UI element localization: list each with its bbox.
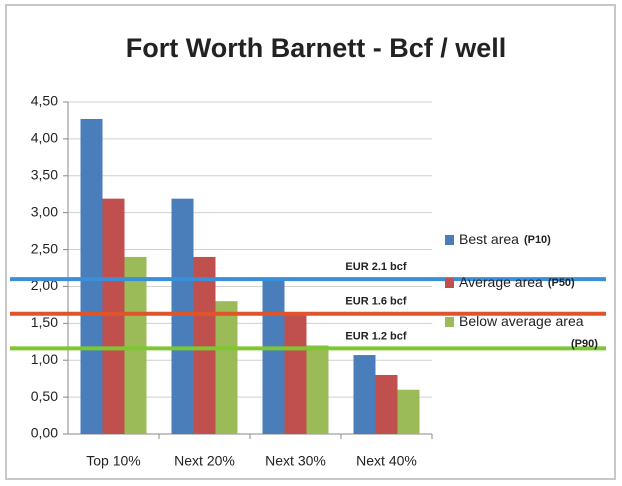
bar bbox=[397, 389, 420, 434]
legend-swatch bbox=[445, 235, 454, 245]
bar bbox=[306, 345, 329, 434]
bar bbox=[171, 198, 194, 434]
x-tick-label: Next 40% bbox=[356, 453, 417, 469]
legend-swatch bbox=[445, 278, 454, 288]
y-tick-label: 1,50 bbox=[31, 314, 58, 330]
legend-label: Best area (P10) bbox=[459, 231, 551, 247]
legend-label: Below average area (P90) bbox=[459, 313, 598, 350]
reference-label: EUR 1.2 bcf bbox=[345, 330, 406, 342]
legend-label: Average area (P50) bbox=[459, 274, 575, 290]
y-tick-label: 0,50 bbox=[31, 388, 58, 404]
x-tick-label: Top 10% bbox=[86, 453, 140, 469]
reference-label: EUR 1.6 bcf bbox=[345, 296, 406, 308]
y-tick-label: 4,00 bbox=[31, 130, 58, 146]
y-tick-label: 3,50 bbox=[31, 166, 58, 182]
bar bbox=[284, 312, 307, 434]
legend-tag: (P90) bbox=[571, 338, 598, 350]
legend-name: Average area bbox=[459, 274, 543, 290]
legend-name: Below average area bbox=[459, 313, 584, 329]
bar bbox=[124, 256, 147, 434]
bar bbox=[80, 118, 103, 435]
y-tick-label: 2,50 bbox=[31, 240, 58, 256]
y-tick-label: 0,00 bbox=[31, 425, 58, 441]
legend-swatch bbox=[445, 317, 454, 327]
y-tick-label: 3,00 bbox=[31, 203, 58, 219]
bar bbox=[193, 256, 216, 434]
bar bbox=[215, 301, 238, 434]
legend-name: Best area bbox=[459, 231, 519, 247]
x-tick-label: Next 30% bbox=[265, 453, 326, 469]
y-tick-label: 1,00 bbox=[31, 351, 58, 367]
bar bbox=[262, 277, 285, 434]
legend-tag: (P50) bbox=[548, 277, 575, 289]
legend-tag: (P10) bbox=[524, 234, 551, 246]
chart-title: Fort Worth Barnett - Bcf / well bbox=[126, 33, 507, 63]
x-tick-label: Next 20% bbox=[174, 453, 235, 469]
y-tick-label: 2,00 bbox=[31, 277, 58, 293]
bar bbox=[375, 374, 398, 434]
y-tick-label: 4,50 bbox=[31, 93, 58, 109]
reference-label: EUR 2.1 bcf bbox=[345, 261, 406, 273]
bar bbox=[353, 355, 376, 434]
bar bbox=[102, 198, 125, 434]
